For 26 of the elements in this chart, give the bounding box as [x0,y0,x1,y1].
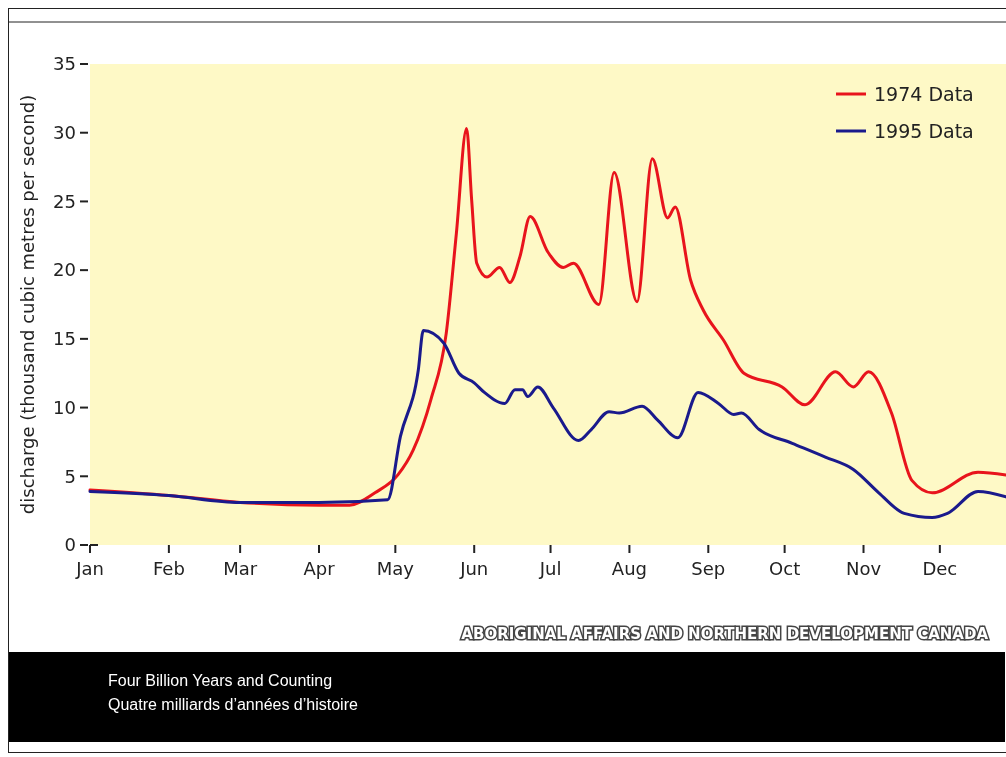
y-tick-label: 25 [53,190,76,212]
legend-label: 1974 Data [874,82,974,105]
x-tick-label: Jul [538,558,562,579]
y-tick-label: 10 [53,396,76,418]
text: ABORIGINAL AFFAIRS AND NORTHERN DEVELOPMENT CANADA [461,625,989,643]
x-tick-label: Feb [152,558,185,579]
x-tick-label: Oct [769,558,801,579]
y-tick-label: 30 [53,122,76,144]
y-axis-title: discharge (thousand cubic metres per second) [17,94,38,515]
x-tick-label: Jan [75,558,104,579]
x-tick-label: Apr [303,558,336,579]
x-tick-label: Jun [459,558,489,579]
x-tick-label: Dec [922,558,958,579]
y-tick-label: 20 [53,259,76,281]
y-tick-label: 35 [53,53,76,75]
x-tick-label: May [376,558,415,579]
x-tick-label: Aug [611,558,647,579]
text: Quatre milliards d’années d’histoire [108,696,358,713]
text: Four Billion Years and Counting [108,672,333,689]
x-tick-label: Sep [691,558,726,579]
legend-label: 1995 Data [874,119,974,142]
y-tick-label: 15 [53,328,76,350]
y-tick-label: 5 [64,465,76,487]
y-tick-label: 0 [64,534,76,556]
x-tick-label: Nov [845,558,882,579]
x-tick-label: Mar [223,558,258,579]
